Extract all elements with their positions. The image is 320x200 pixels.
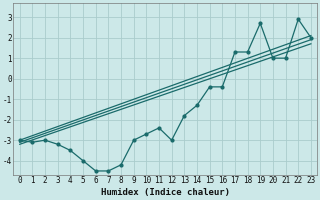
X-axis label: Humidex (Indice chaleur): Humidex (Indice chaleur) bbox=[101, 188, 230, 197]
